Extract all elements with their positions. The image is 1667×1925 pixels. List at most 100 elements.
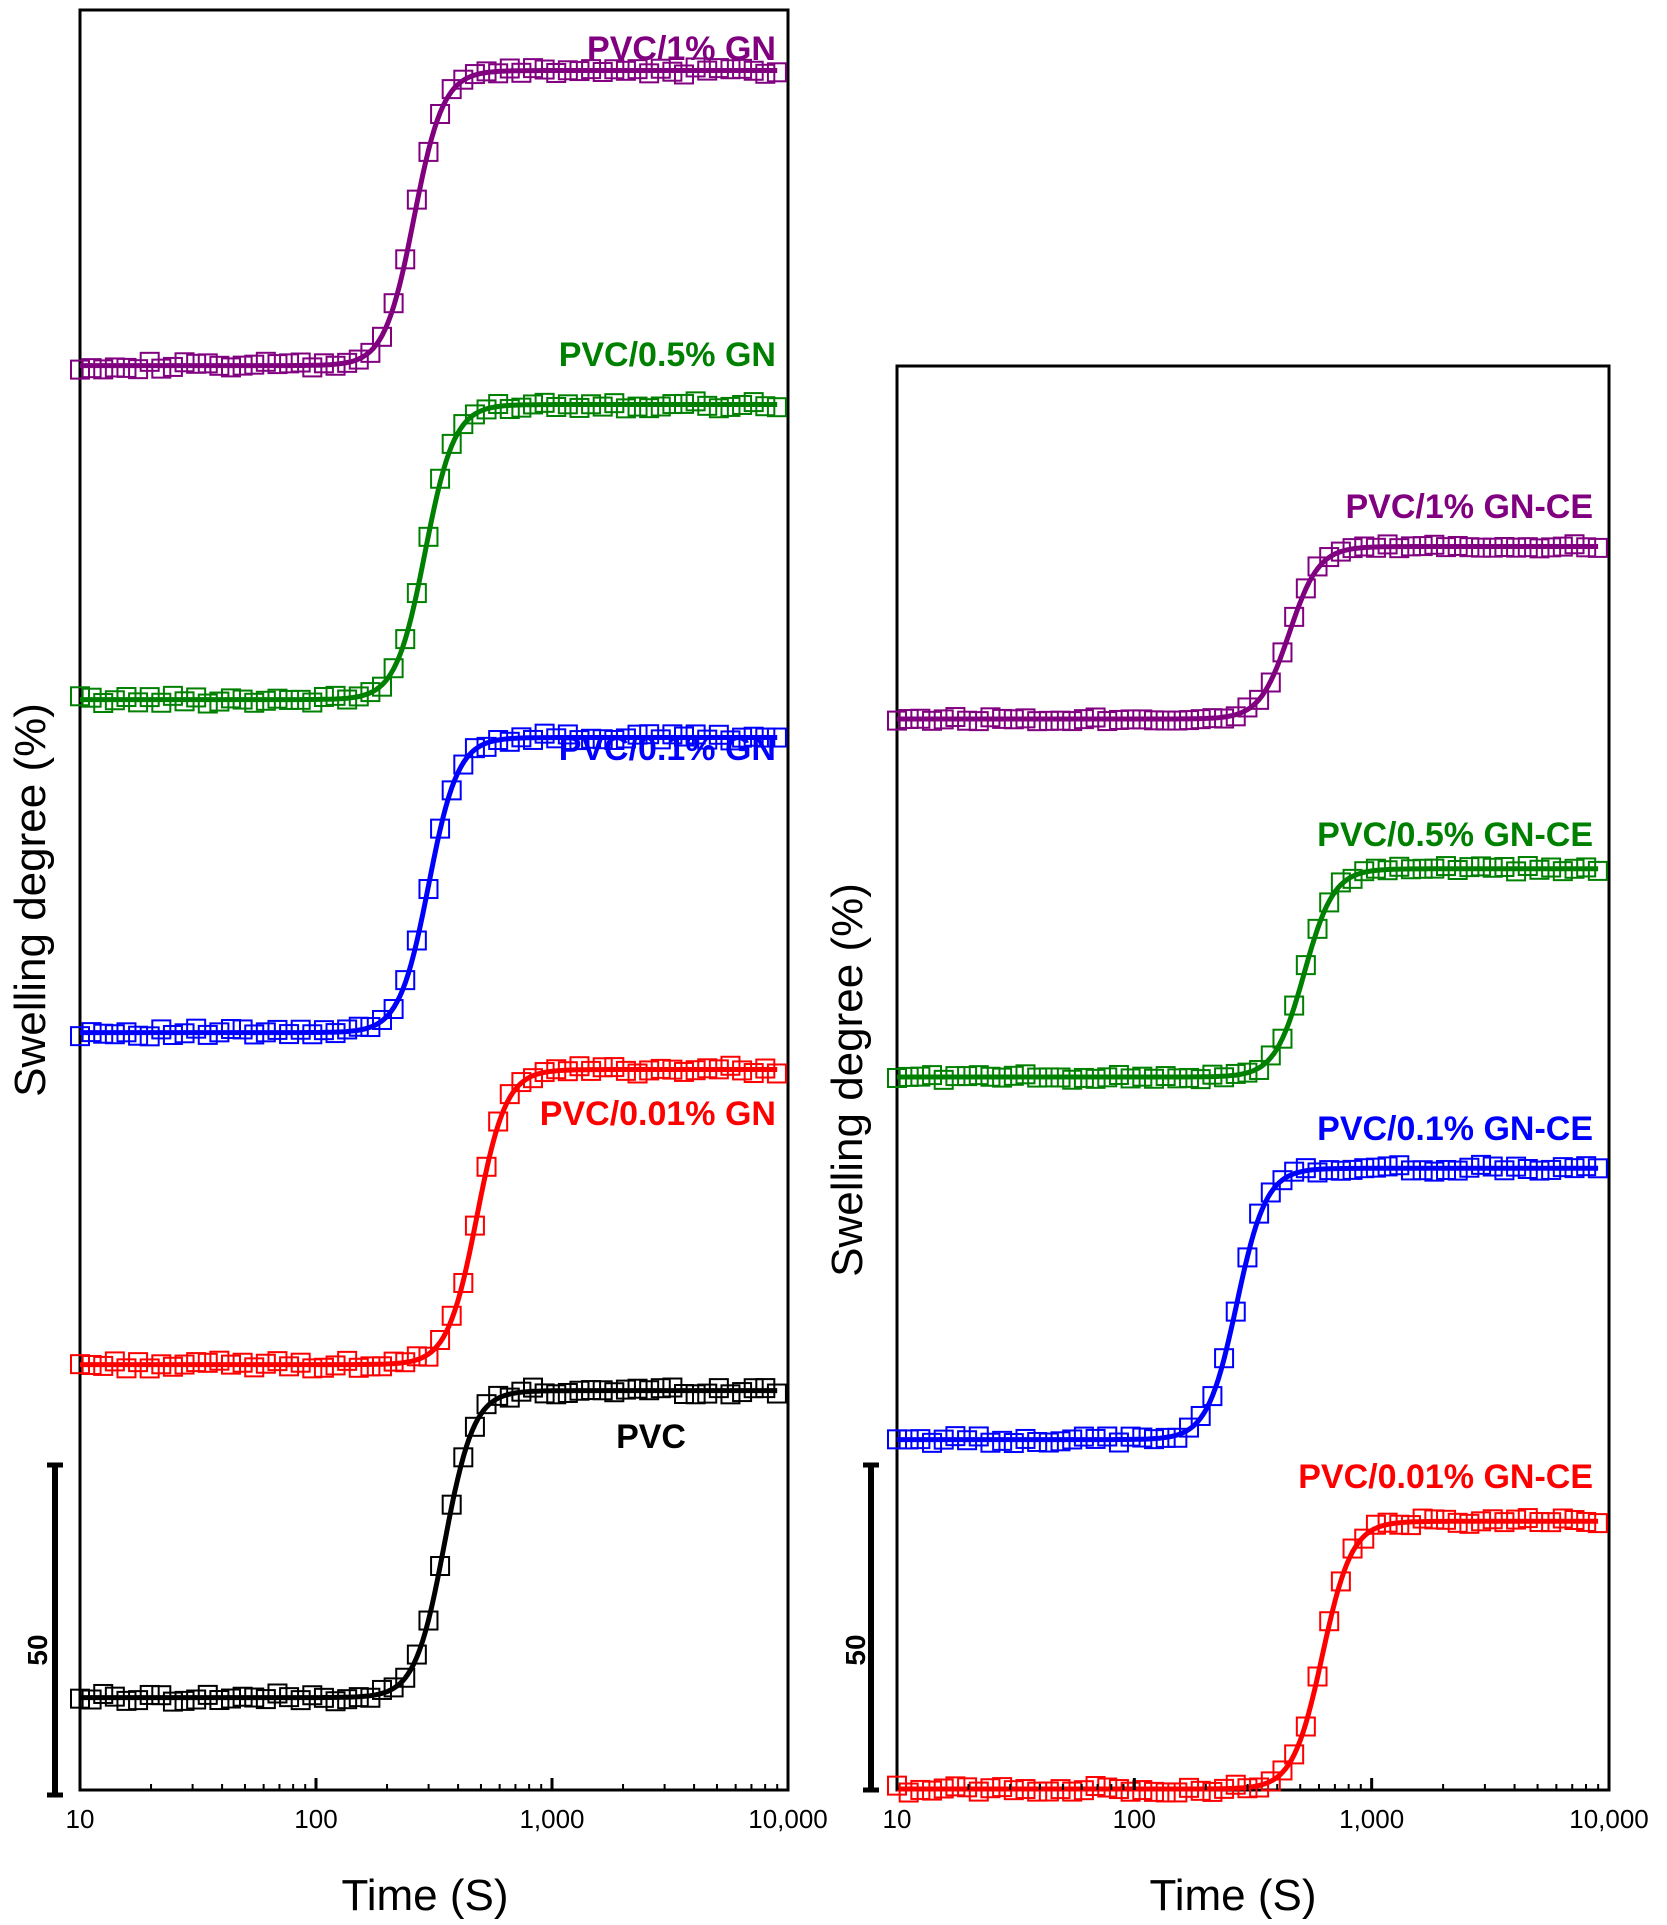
- right-series-group: [887, 534, 1608, 1803]
- data-point-marker: [685, 391, 706, 412]
- data-point-marker: [708, 398, 729, 419]
- data-point-marker: [639, 63, 660, 84]
- data-point-marker: [372, 326, 393, 347]
- data-point-marker: [569, 1056, 590, 1077]
- data-point-marker: [151, 692, 172, 713]
- data-point-marker: [174, 352, 195, 373]
- data-point-marker: [685, 57, 706, 78]
- data-point-marker: [360, 1017, 381, 1038]
- data-point-marker: [360, 682, 381, 703]
- data-point-marker: [1272, 642, 1293, 663]
- data-point-marker: [523, 1377, 544, 1398]
- data-point-marker: [1062, 1069, 1083, 1090]
- data-point-marker: [267, 1683, 288, 1704]
- data-point-marker: [1552, 1508, 1573, 1529]
- data-point-marker: [244, 1357, 265, 1378]
- data-point-marker: [1436, 856, 1457, 877]
- data-point-marker: [395, 1667, 416, 1688]
- data-point-marker: [1260, 1771, 1281, 1792]
- data-point-marker: [499, 1084, 520, 1105]
- data-point-marker: [720, 1055, 741, 1076]
- data-point-marker: [1517, 1508, 1538, 1529]
- data-point-marker: [267, 1019, 288, 1040]
- data-point-marker: [453, 754, 474, 775]
- right-y-axis-title: Swelling degree (%): [823, 883, 872, 1277]
- data-point-marker: [430, 104, 451, 125]
- x-tick-label: 10: [66, 1804, 95, 1834]
- data-point-marker: [221, 1018, 242, 1039]
- data-point-marker: [162, 1691, 183, 1712]
- data-point-marker: [464, 738, 485, 759]
- left-series-label-1pct: PVC/1% GN: [587, 30, 776, 68]
- data-point-marker: [151, 358, 172, 379]
- series-fit-line: [897, 1518, 1599, 1792]
- x-tick-label: 1,000: [519, 1804, 584, 1834]
- data-point-marker: [755, 63, 776, 84]
- data-point-marker: [441, 433, 462, 454]
- data-point-marker: [1143, 1781, 1164, 1802]
- data-point-marker: [933, 1069, 954, 1090]
- data-point-marker: [945, 1776, 966, 1797]
- data-point-marker: [337, 1350, 358, 1371]
- data-point-marker: [116, 1358, 137, 1379]
- data-point-marker: [968, 1781, 989, 1802]
- data-point-marker: [534, 723, 555, 744]
- data-point-marker: [70, 359, 90, 380]
- data-point-marker: [1471, 1154, 1492, 1175]
- left-x-axis-title: Time (S): [341, 1871, 508, 1920]
- data-point-marker: [313, 1357, 334, 1378]
- series-fit-line: [897, 866, 1599, 1080]
- left-y-axis-title: Swelling degree (%): [6, 703, 55, 1097]
- data-point-marker: [1330, 872, 1351, 893]
- data-point-marker: [1295, 578, 1316, 599]
- data-point-marker: [627, 724, 648, 745]
- series-fit-line: [80, 1388, 778, 1701]
- data-point-marker: [1354, 1528, 1375, 1549]
- data-point-marker: [887, 1775, 907, 1796]
- data-point-marker: [70, 1026, 90, 1047]
- left-series-label-pvc: PVC: [616, 1418, 686, 1456]
- data-point-marker: [1517, 856, 1538, 877]
- left-plot-frame: [78, 8, 790, 1792]
- data-point-marker: [1459, 1513, 1480, 1534]
- data-point-marker: [1038, 1432, 1059, 1453]
- right-series-label-01pct: PVC/0.1% GN-CE: [1317, 1110, 1593, 1148]
- data-point-marker: [93, 359, 114, 380]
- data-point-marker: [139, 1684, 160, 1705]
- left-panel: 10 100 1,000 10,000 PVC/1% GN PVC/0.5% GN P…: [6, 8, 828, 1920]
- data-point-marker: [360, 342, 381, 363]
- data-point-marker: [70, 686, 90, 707]
- data-point-marker: [898, 1782, 919, 1803]
- data-point-marker: [569, 397, 590, 418]
- data-point-marker: [372, 676, 393, 697]
- data-point-marker: [1179, 1417, 1200, 1438]
- data-point-marker: [1506, 861, 1527, 882]
- data-point-marker: [244, 692, 265, 713]
- data-point-marker: [674, 1383, 695, 1404]
- data-point-marker: [1120, 1426, 1141, 1447]
- data-point-marker: [980, 1432, 1001, 1453]
- data-point-marker: [128, 1690, 149, 1711]
- data-point-marker: [766, 1383, 787, 1404]
- data-point-marker: [1202, 1386, 1223, 1407]
- data-point-marker: [1319, 892, 1340, 913]
- data-point-marker: [1015, 1064, 1036, 1085]
- data-point-marker: [1027, 1781, 1048, 1802]
- data-point-marker: [1272, 1028, 1293, 1049]
- left-scale-bar: [47, 1462, 63, 1798]
- data-point-marker: [1073, 1426, 1094, 1447]
- data-point-marker: [1307, 918, 1328, 939]
- data-point-marker: [1003, 1433, 1024, 1454]
- data-point-marker: [639, 724, 660, 745]
- data-point-marker: [383, 658, 404, 679]
- data-point-marker: [1400, 1515, 1421, 1536]
- data-point-marker: [615, 398, 636, 419]
- data-point-marker: [511, 1072, 532, 1093]
- data-point-marker: [1319, 547, 1340, 568]
- data-point-marker: [104, 1351, 125, 1372]
- x-tick-label: 1,000: [1339, 1804, 1404, 1834]
- data-point-marker: [464, 404, 485, 425]
- data-point-marker: [1097, 1426, 1118, 1447]
- data-point-marker: [348, 1357, 369, 1378]
